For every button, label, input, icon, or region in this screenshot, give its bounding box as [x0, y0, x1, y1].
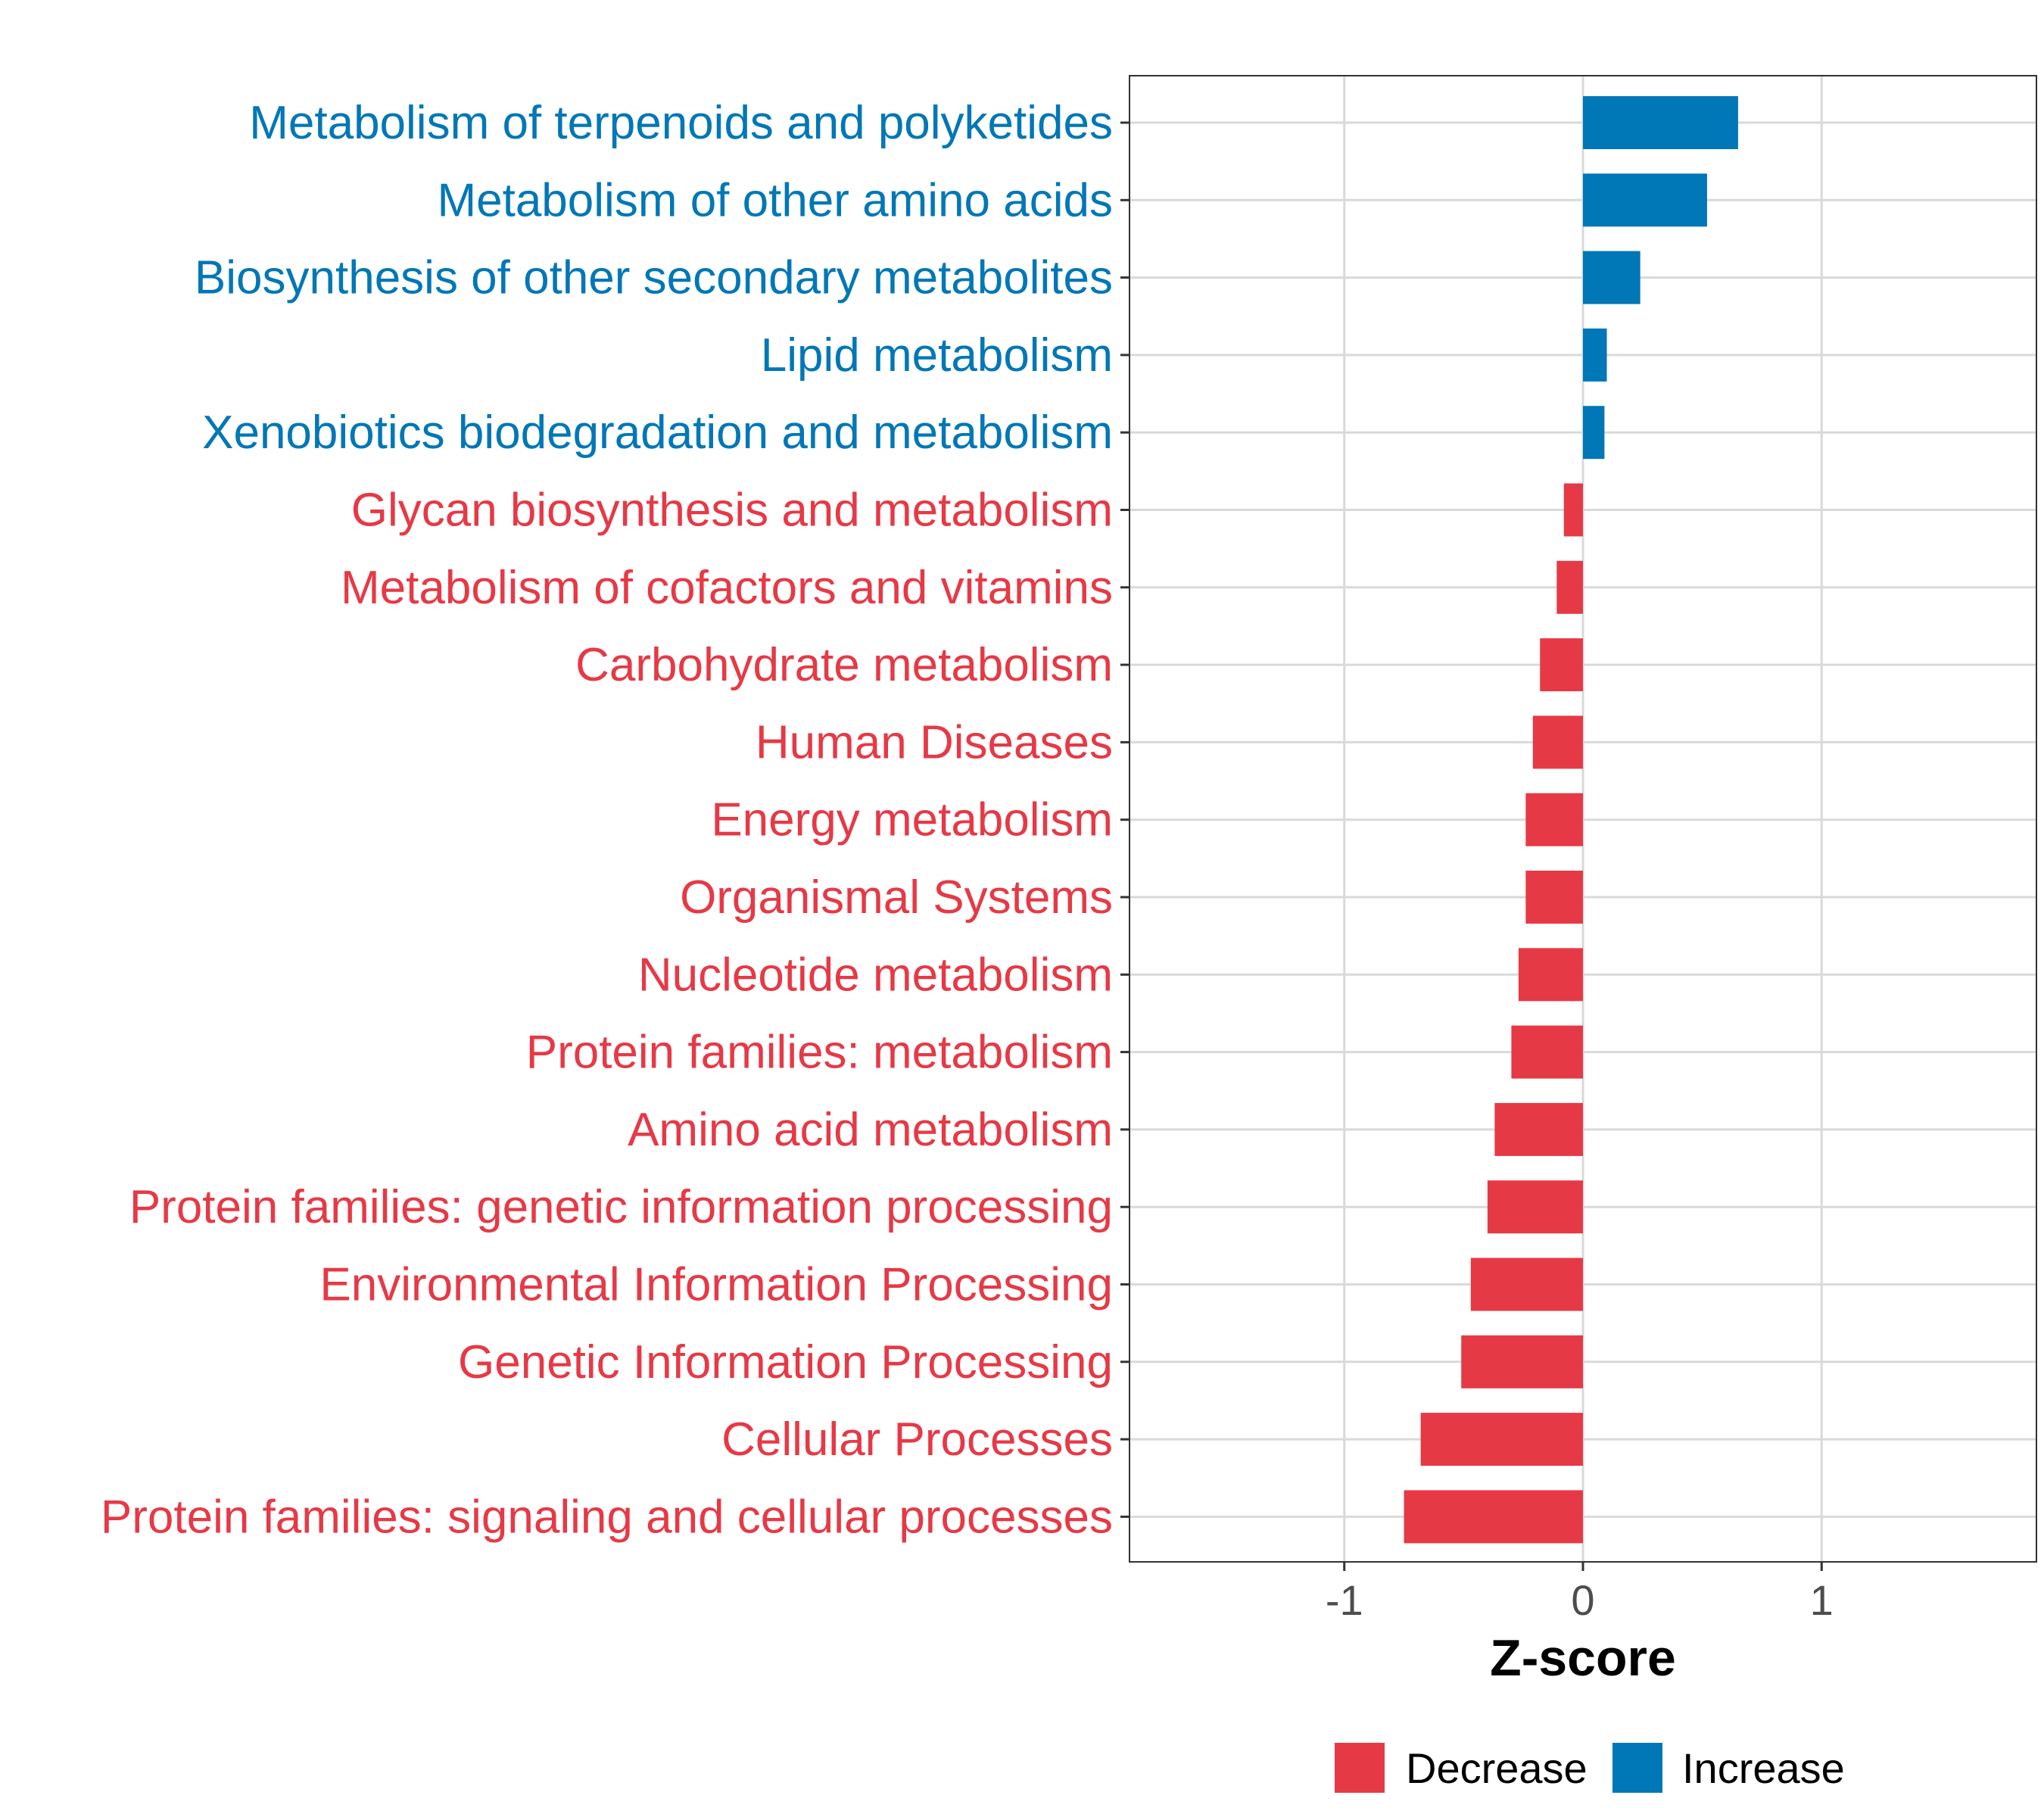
bar-0 [1583, 96, 1738, 149]
category-label-2: Biosynthesis of other secondary metaboli… [195, 252, 1113, 304]
category-label-1: Metabolism of other amino acids [437, 174, 1113, 226]
bar-18 [1404, 1490, 1583, 1544]
bar-14 [1487, 1180, 1583, 1234]
bar-3 [1583, 328, 1607, 382]
category-label-7: Carbohydrate metabolism [575, 639, 1113, 691]
bar-12 [1511, 1025, 1583, 1079]
category-label-10: Organismal Systems [680, 871, 1113, 924]
bar-10 [1525, 871, 1583, 924]
bar-4 [1583, 406, 1605, 460]
category-label-5: Glycan biosynthesis and metabolism [351, 485, 1113, 537]
bar-8 [1532, 715, 1583, 769]
category-label-4: Xenobiotics biodegradation and metabolis… [202, 407, 1113, 459]
bar-1 [1583, 173, 1707, 227]
category-label-11: Nucleotide metabolism [638, 949, 1113, 1001]
y-axis-ticks [1120, 121, 1129, 1518]
category-label-14: Protein families: genetic information pr… [129, 1181, 1113, 1233]
category-label-3: Lipid metabolism [761, 329, 1113, 382]
category-label-9: Energy metabolism [711, 794, 1113, 846]
y-axis-category-labels: Metabolism of terpenoids and polyketides… [101, 97, 1113, 1543]
category-label-15: Environmental Information Processing [319, 1259, 1113, 1311]
category-label-13: Amino acid metabolism [628, 1104, 1113, 1156]
x-tick-label-2: 1 [1810, 1576, 1834, 1624]
legend: Decrease Increase [1335, 1743, 1845, 1793]
bars [1404, 96, 1738, 1544]
category-label-0: Metabolism of terpenoids and polyketides [249, 97, 1113, 149]
legend-label-decrease: Decrease [1406, 1744, 1588, 1792]
bar-2 [1583, 251, 1640, 304]
bar-13 [1494, 1102, 1583, 1156]
bar-5 [1563, 483, 1583, 537]
category-label-16: Genetic Information Processing [458, 1336, 1113, 1388]
bar-9 [1525, 793, 1583, 846]
category-label-17: Cellular Processes [721, 1413, 1113, 1466]
bar-16 [1461, 1335, 1583, 1388]
x-tick-label-0: -1 [1326, 1576, 1363, 1624]
bar-17 [1420, 1413, 1583, 1466]
legend-label-increase: Increase [1682, 1744, 1845, 1792]
bar-11 [1518, 948, 1583, 1002]
x-tick-label-1: 0 [1571, 1576, 1594, 1624]
bar-15 [1470, 1258, 1583, 1311]
legend-swatch-increase [1612, 1743, 1662, 1793]
category-label-12: Protein families: metabolism [526, 1027, 1113, 1079]
category-label-6: Metabolism of cofactors and vitamins [341, 562, 1113, 614]
bar-7 [1540, 638, 1583, 692]
legend-swatch-decrease [1335, 1743, 1385, 1793]
category-label-18: Protein families: signaling and cellular… [101, 1491, 1113, 1543]
x-axis-ticks: -1 0 1 [1326, 1562, 1834, 1624]
bar-6 [1556, 560, 1583, 614]
x-axis-title: Z-score [1490, 1629, 1676, 1687]
category-label-8: Human Diseases [756, 716, 1113, 768]
